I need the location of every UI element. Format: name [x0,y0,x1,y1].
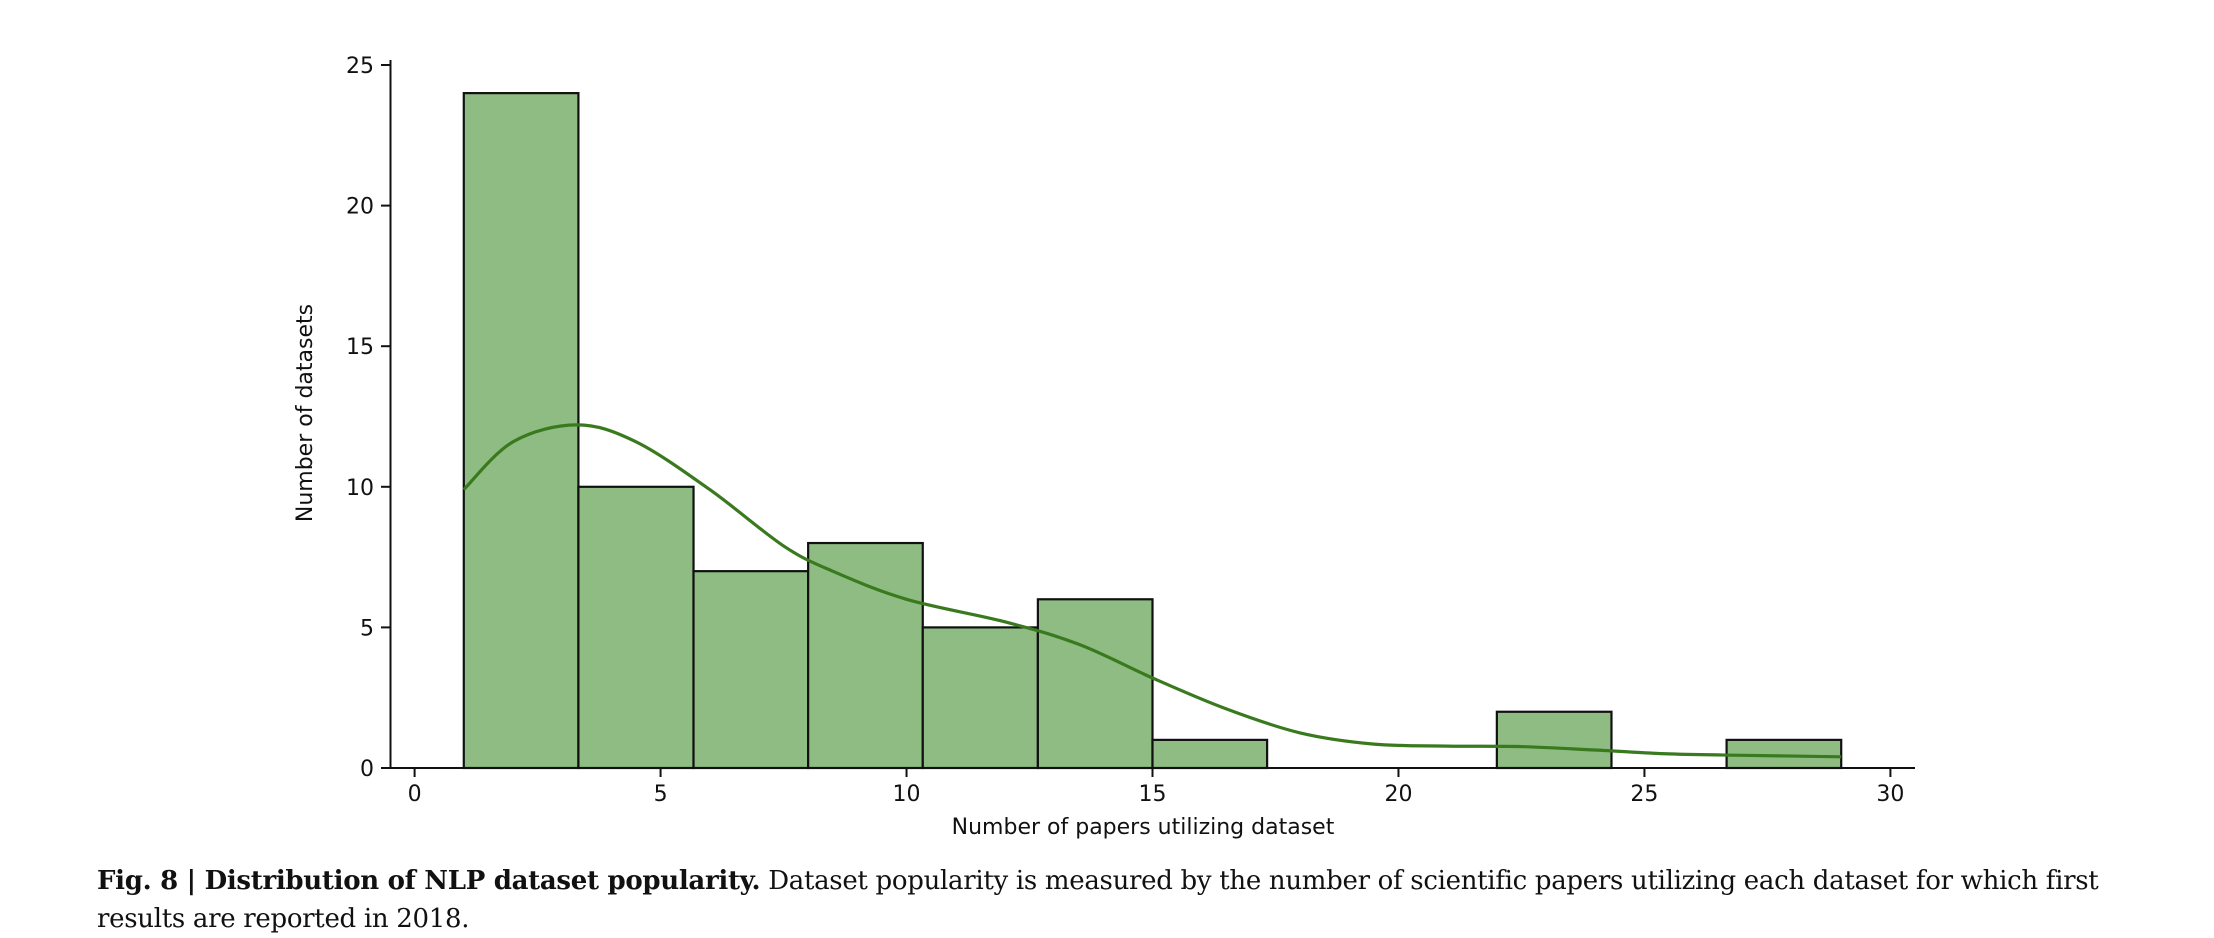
x-tick-label-25: 25 [1630,782,1658,807]
figure-caption: Fig. 8 | Distribution of NLP dataset pop… [97,862,2127,938]
x-tick-label-5: 5 [654,782,668,807]
histogram-bar-3 [807,541,924,770]
caption-title: Distribution of NLP dataset popularity. [204,866,761,896]
x-axis-title: Number of papers utilizing dataset [952,815,1335,840]
ticks-layer: 0 5 10 15 20 25 30 0 5 10 15 20 25 [346,54,1904,807]
histogram-bar-9 [1495,710,1613,770]
x-tick-label-20: 20 [1384,782,1412,807]
y-tick-label-10: 10 [346,476,374,501]
histogram-bar-2 [692,570,810,770]
histogram-bar-4 [921,626,1039,770]
y-tick-label-25: 25 [346,54,374,79]
caption-figure-label: Fig. 8 | [97,866,205,896]
histogram-bar-1 [577,485,695,770]
x-tick-label-30: 30 [1876,782,1904,807]
kde-layer [462,423,1842,759]
y-tick-label-15: 15 [346,335,374,360]
y-tick-label-5: 5 [360,616,374,641]
caption-text: Dataset popularity is measured by the nu… [97,866,2099,934]
histogram-chart: 0 5 10 15 20 25 30 0 5 10 15 20 25 Number of papers … [293,54,1915,840]
x-tick-label-0: 0 [408,782,422,807]
bars-layer [462,92,1843,770]
histogram-bar-0 [462,92,580,770]
x-tick-label-10: 10 [893,782,921,807]
kde-curve [462,423,1842,759]
y-axis-title: Number of datasets [293,304,318,522]
histogram-bar-5 [1036,598,1154,770]
x-tick-label-15: 15 [1139,782,1167,807]
y-tick-label-20: 20 [346,195,374,220]
histogram-bar-6 [1151,738,1269,770]
y-tick-label-0: 0 [360,757,374,782]
